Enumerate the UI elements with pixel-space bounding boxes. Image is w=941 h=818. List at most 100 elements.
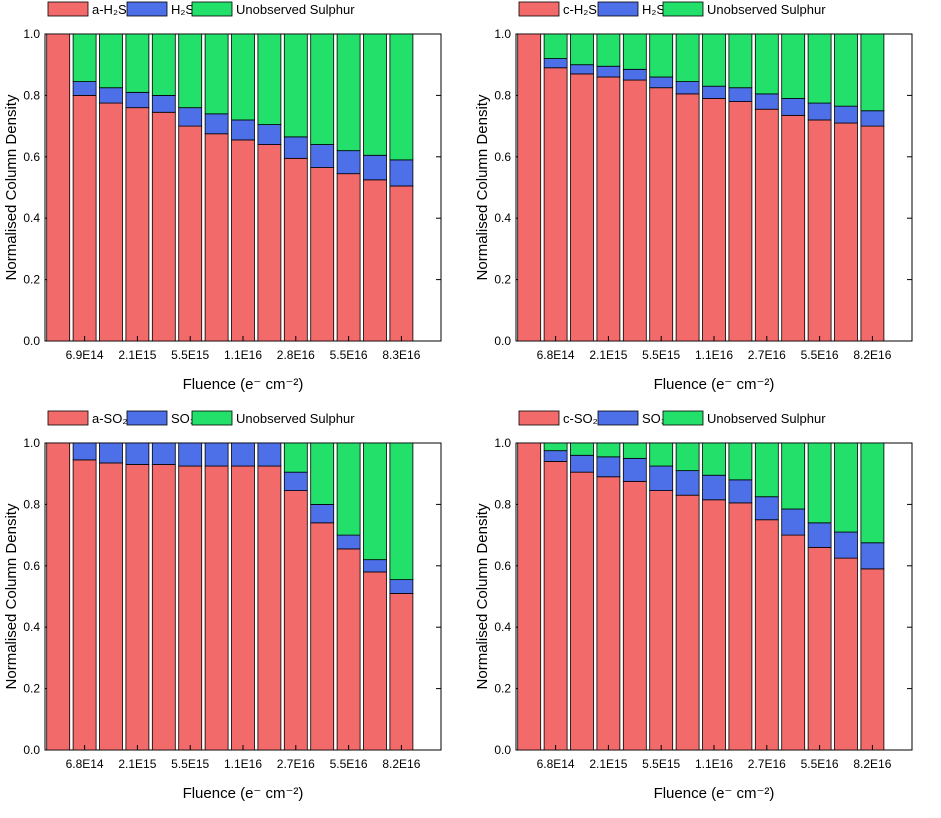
x-tick-label: 1.1E16: [695, 348, 733, 362]
chart-top-left: 0.0 0.2 0.4 0.6 0.8 1.0 6.9E14 2.1E15 5.5E15 1.1E…: [3, 1, 442, 393]
legend-label-1: SO₃: [642, 411, 666, 426]
bar-h2s2-3: [596, 65, 621, 78]
bar-c-so2-1: [543, 461, 568, 751]
bar-a-h2s-7: [231, 139, 255, 342]
bar-c-h2s-3: [596, 76, 621, 342]
x-tick-label: 2.7E16: [748, 757, 786, 771]
x-tick-label: 1.1E16: [224, 348, 262, 362]
y-tick-label: 0.2: [23, 273, 40, 287]
y-tick-label: 0.8: [494, 88, 511, 102]
chart-top-right: 0.0 0.2 0.4 0.6 0.8 1.0 6.8E14 2.1E15 5.5E15 1.1E…: [474, 1, 913, 393]
bar-c-h2s-0: [517, 33, 542, 342]
bar-so3-6: [204, 442, 229, 467]
bar-c-h2s-12: [834, 122, 858, 342]
bar-h2s2-1: [543, 58, 568, 69]
bar-h2s2-2: [570, 64, 594, 75]
bar-unobserved-sulphur-5: [649, 442, 674, 467]
bar-a-h2s-11: [336, 173, 361, 342]
bar-a-so2-8: [257, 465, 282, 751]
x-tick-label: 2.1E15: [118, 348, 156, 362]
y-tick-label: 1.0: [494, 27, 511, 41]
bar-so3-7: [231, 442, 255, 467]
bar-a-so2-13: [389, 593, 414, 751]
x-tick-label: 5.5E15: [171, 757, 209, 771]
bar-a-h2s-3: [125, 107, 150, 342]
bar-unobserved-sulphur-10: [310, 33, 335, 145]
legend-label-2: Unobserved Sulphur: [707, 411, 826, 426]
bar-unobserved-sulphur-13: [860, 442, 885, 544]
bar-a-h2s-6: [204, 133, 229, 342]
y-tick-label: 0.2: [494, 273, 511, 287]
bar-unobserved-sulphur-12: [363, 33, 387, 156]
bar-unobserved-sulphur-2: [570, 442, 594, 456]
y-tick-label: 0.6: [494, 559, 511, 573]
y-axis-label: Normalised Column Density: [3, 94, 20, 280]
bar-c-so2-4: [622, 480, 647, 751]
chart-bottom-right: 0.0 0.2 0.4 0.6 0.8 1.0 6.8E14 2.1E15 5.5E15 1.1E…: [474, 410, 913, 802]
bar-a-h2s-10: [310, 167, 335, 342]
bar-h2s2-5: [649, 76, 674, 89]
y-tick-label: 0.4: [23, 211, 40, 225]
bar-so3-10: [781, 508, 806, 536]
legend-swatch-2: [662, 410, 704, 426]
bar-h2s2-1: [72, 81, 97, 96]
bar-a-h2s-8: [257, 144, 282, 342]
bar-unobserved-sulphur-11: [807, 442, 832, 524]
bar-c-so2-12: [834, 557, 858, 751]
bar-h2s2-11: [807, 102, 832, 121]
y-tick-label: 0.6: [23, 150, 40, 164]
legend-label-1: SO₃: [171, 411, 195, 426]
bar-unobserved-sulphur-1: [72, 33, 97, 82]
bar-c-h2s-6: [675, 93, 700, 342]
bar-unobserved-sulphur-10: [781, 33, 806, 99]
bar-c-h2s-9: [754, 108, 779, 342]
bar-so3-8: [257, 442, 282, 467]
bar-unobserved-sulphur-9: [283, 442, 308, 473]
x-axis-label: Fluence (e⁻ cm⁻²): [183, 376, 304, 393]
x-tick-label: 2.1E15: [589, 757, 627, 771]
y-tick-label: 0.4: [494, 620, 511, 634]
bar-so3-1: [543, 450, 568, 462]
bar-unobserved-sulphur-8: [728, 33, 753, 89]
bar-unobserved-sulphur-10: [310, 442, 335, 505]
x-tick-label: 5.5E16: [330, 757, 368, 771]
bar-c-h2s-2: [570, 73, 594, 342]
bar-a-h2s-4: [151, 111, 176, 342]
bar-so3-5: [649, 465, 674, 491]
x-tick-label: 2.1E15: [589, 348, 627, 362]
y-axis-label: Normalised Column Density: [474, 94, 491, 280]
legend-swatch-0: [47, 1, 89, 17]
y-tick-label: 0.0: [23, 334, 40, 348]
bar-so3-13: [860, 542, 885, 570]
bar-c-so2-2: [570, 471, 594, 751]
bar-c-so2-8: [728, 502, 753, 751]
y-tick-label: 1.0: [494, 436, 511, 450]
bar-so3-10: [310, 504, 335, 524]
bar-a-h2s-1: [72, 95, 97, 342]
bar-so3-11: [807, 522, 832, 548]
bar-unobserved-sulphur-11: [336, 33, 361, 152]
x-axis-label: Fluence (e⁻ cm⁻²): [654, 785, 775, 802]
x-tick-label: 2.7E16: [277, 757, 315, 771]
x-tick-label: 6.8E14: [537, 348, 575, 362]
bar-so3-8: [728, 479, 753, 504]
x-axis-label: Fluence (e⁻ cm⁻²): [183, 785, 304, 802]
bar-h2s2-5: [178, 107, 203, 127]
y-tick-label: 0.8: [23, 88, 40, 102]
legend-label-0: c-SO₂: [563, 411, 598, 426]
bar-a-so2-4: [151, 464, 176, 751]
bar-unobserved-sulphur-6: [675, 442, 700, 472]
bar-unobserved-sulphur-4: [151, 33, 176, 96]
bar-h2s2-7: [231, 119, 255, 141]
legend-label-2: Unobserved Sulphur: [236, 2, 355, 17]
x-tick-label: 5.5E16: [801, 348, 839, 362]
bar-so3-4: [622, 457, 647, 482]
bar-unobserved-sulphur-8: [728, 442, 753, 481]
bar-c-h2s-5: [649, 87, 674, 342]
bar-so3-7: [702, 474, 726, 501]
bar-a-so2-1: [72, 459, 97, 751]
y-tick-label: 0.0: [494, 743, 511, 757]
bar-unobserved-sulphur-11: [807, 33, 832, 104]
bar-so3-9: [283, 471, 308, 491]
bar-unobserved-sulphur-9: [754, 442, 779, 498]
